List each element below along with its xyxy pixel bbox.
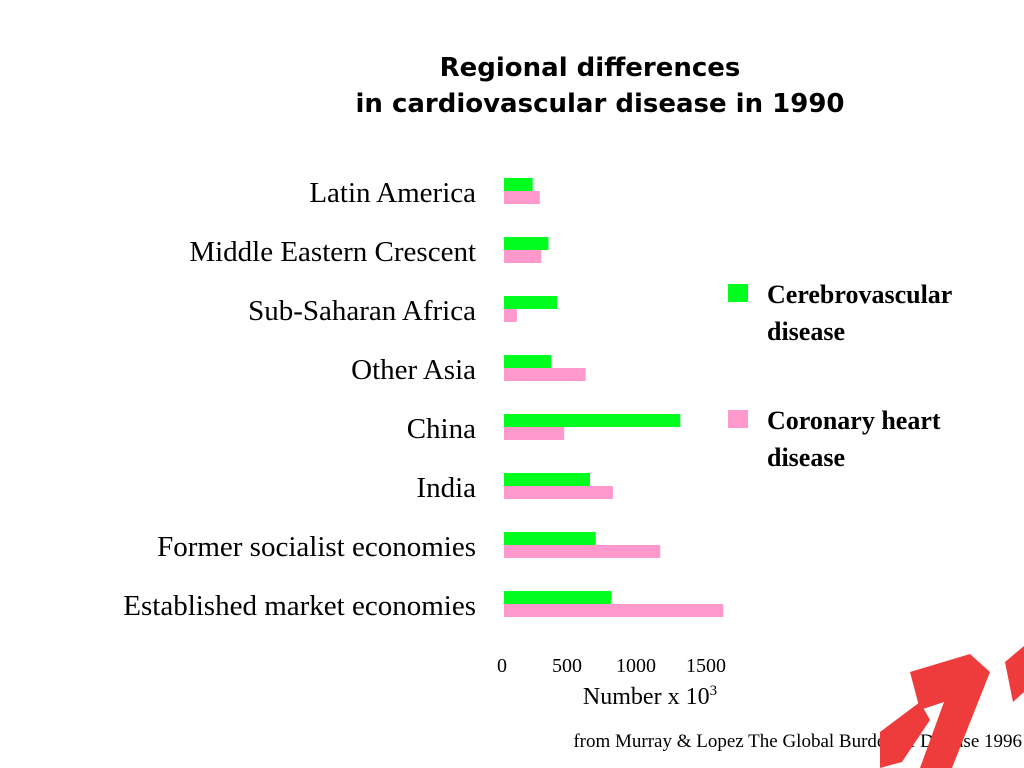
category-label: Former socialist economies (157, 531, 476, 563)
legend-swatch-green (728, 284, 748, 302)
bar-cerebrovascular (504, 414, 681, 427)
legend-label: Coronary heart disease (767, 406, 941, 472)
chart-title-line1: Regional differences (439, 53, 741, 83)
x-tick-label: 500 (552, 655, 582, 677)
bar-cerebrovascular (504, 591, 612, 604)
bar-coronary (504, 545, 661, 558)
bar-coronary (504, 486, 613, 499)
bar-coronary (504, 309, 517, 322)
logo-icon (880, 646, 1024, 768)
bar-coronary (504, 250, 542, 263)
category-label: Sub-Saharan Africa (248, 295, 476, 327)
bar-cerebrovascular (504, 237, 549, 250)
legend-swatch-pink (728, 410, 748, 428)
category-label: India (416, 472, 476, 504)
x-axis-label: Number x 103 (582, 683, 718, 710)
x-tick-label: 0 (497, 655, 507, 677)
x-tick-label: 1000 (616, 655, 656, 677)
bar-cerebrovascular (504, 296, 558, 309)
category-label: Established market economies (123, 590, 476, 622)
bar-coronary (504, 427, 565, 440)
bar-coronary (504, 604, 724, 617)
x-tick-label: 1500 (686, 655, 726, 677)
chart-title-line2: in cardiovascular disease in 1990 (355, 89, 845, 119)
bar-coronary (504, 191, 540, 204)
category-label: Other Asia (351, 354, 476, 386)
bar-coronary (504, 368, 586, 381)
legend-label: Cerebrovascular disease (767, 280, 952, 346)
bar-cerebrovascular (504, 178, 533, 191)
category-label: Latin America (309, 177, 476, 209)
bar-cerebrovascular (504, 355, 552, 368)
bar-cerebrovascular (504, 473, 590, 486)
category-label: China (407, 413, 476, 445)
bar-cerebrovascular (504, 532, 596, 545)
category-label: Middle Eastern Crescent (189, 236, 476, 268)
